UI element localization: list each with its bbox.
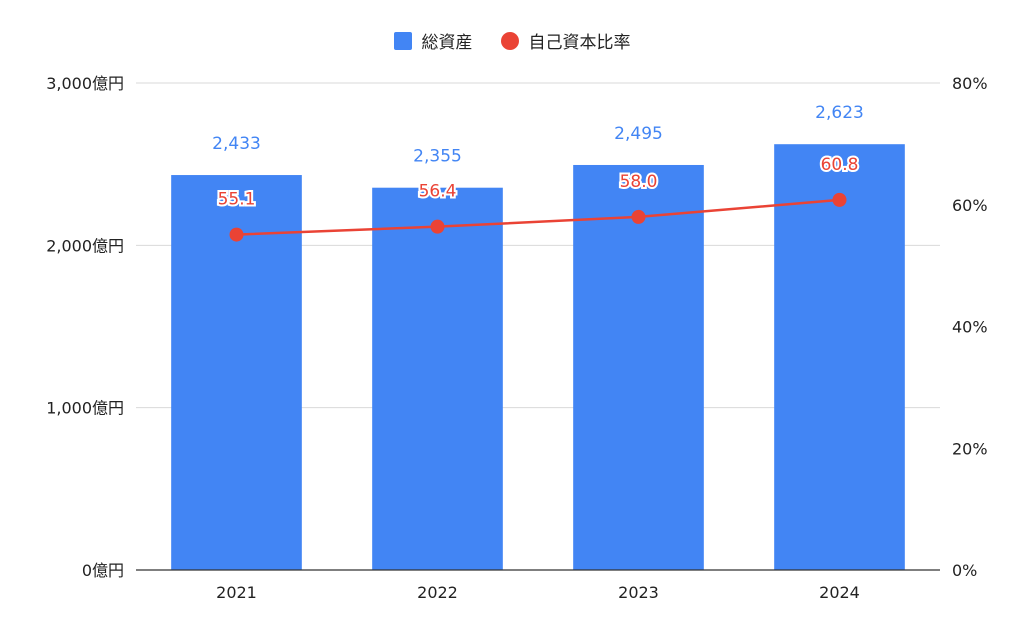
bar	[774, 144, 905, 571]
line-series-path	[236, 198, 840, 236]
y-right-tick-label: 60%	[952, 196, 988, 215]
legend-item-total-assets: 総資産	[393, 28, 473, 53]
y-left-tick-label: 2,000億円	[46, 236, 124, 255]
legend: 総資産 自己資本比率	[0, 28, 1024, 53]
legend-label-total-assets: 総資産	[421, 33, 473, 53]
line-data-label: 60.8	[821, 155, 859, 175]
x-tick-label: 2023	[618, 583, 659, 602]
x-tick-label: 2021	[216, 583, 257, 602]
line-point	[430, 219, 445, 234]
y-right-tick-label: 20%	[952, 439, 988, 458]
line-data-label: 58.0	[620, 172, 658, 192]
line-data-label: 56.4	[419, 182, 457, 202]
bar-data-label: 2,355	[413, 147, 462, 167]
y-left-tick-label: 0億円	[82, 561, 124, 580]
line-point	[229, 227, 244, 242]
y-left-tick-label: 3,000億円	[46, 74, 124, 93]
y-right-tick-label: 80%	[952, 74, 988, 93]
bar	[573, 164, 704, 570]
bar-data-label: 2,623	[815, 103, 864, 123]
bar-data-label: 2,495	[614, 124, 663, 144]
y-right-tick-label: 0%	[952, 561, 977, 580]
line-data-label: 55.1	[218, 190, 256, 210]
legend-item-equity-ratio: 自己資本比率	[500, 28, 631, 53]
line-point	[631, 209, 646, 224]
bar-data-label: 2,433	[212, 134, 261, 154]
y-right-tick-label: 40%	[952, 318, 988, 337]
x-tick-label: 2022	[417, 583, 458, 602]
y-left-tick-label: 1,000億円	[46, 399, 124, 418]
bar	[372, 187, 503, 570]
legend-swatch-line	[500, 31, 519, 50]
x-tick-label: 2024	[819, 583, 860, 602]
legend-label-equity-ratio: 自己資本比率	[528, 33, 631, 53]
legend-swatch-bar	[393, 31, 412, 50]
line-point	[832, 192, 847, 207]
